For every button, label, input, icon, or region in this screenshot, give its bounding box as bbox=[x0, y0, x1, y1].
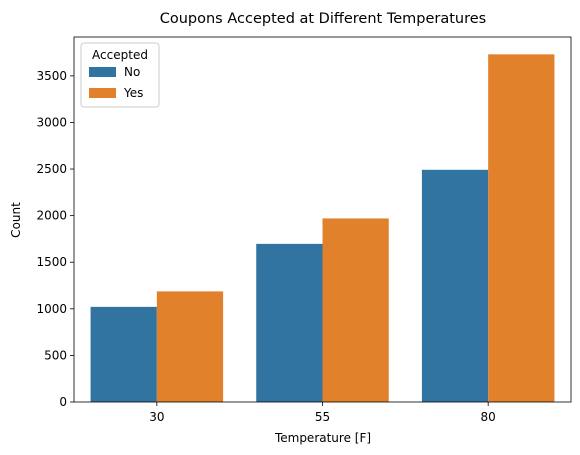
y-tick-label: 2000 bbox=[36, 209, 67, 223]
y-axis: 0 500 1000 1500 2000 2500 3000 3500 bbox=[36, 69, 74, 409]
y-tick-label: 500 bbox=[44, 348, 67, 362]
y-tick-label: 3500 bbox=[36, 69, 67, 83]
y-tick-label: 2500 bbox=[36, 162, 67, 176]
legend-label-yes: Yes bbox=[123, 86, 143, 100]
x-axis-label: Temperature [F] bbox=[274, 431, 371, 445]
y-axis-label: Count bbox=[9, 202, 23, 238]
plot-frame bbox=[73, 36, 572, 403]
legend-swatch-no bbox=[89, 67, 116, 77]
x-tick-label: 55 bbox=[315, 410, 330, 424]
x-tick-label: 80 bbox=[481, 410, 496, 424]
y-tick-label: 1500 bbox=[36, 255, 67, 269]
bar-no-80 bbox=[421, 169, 489, 402]
y-tick-label: 0 bbox=[59, 395, 67, 409]
bar-yes-80 bbox=[488, 54, 555, 402]
bar-yes-30 bbox=[156, 291, 224, 402]
y-tick-label: 3000 bbox=[36, 115, 67, 129]
bar-no-30 bbox=[90, 306, 157, 402]
x-tick-label: 30 bbox=[149, 410, 164, 424]
bar-no-55 bbox=[256, 243, 323, 402]
legend-title: Accepted bbox=[92, 48, 148, 62]
bar-yes-55 bbox=[322, 218, 389, 402]
bars-group bbox=[90, 54, 555, 402]
y-tick-label: 1000 bbox=[36, 302, 67, 316]
legend-swatch-yes bbox=[89, 88, 116, 98]
legend: Accepted No Yes bbox=[80, 42, 160, 108]
x-axis: 30 55 80 bbox=[149, 402, 496, 424]
chart-title: Coupons Accepted at Different Temperatur… bbox=[160, 11, 487, 27]
legend-label-no: No bbox=[124, 65, 140, 79]
